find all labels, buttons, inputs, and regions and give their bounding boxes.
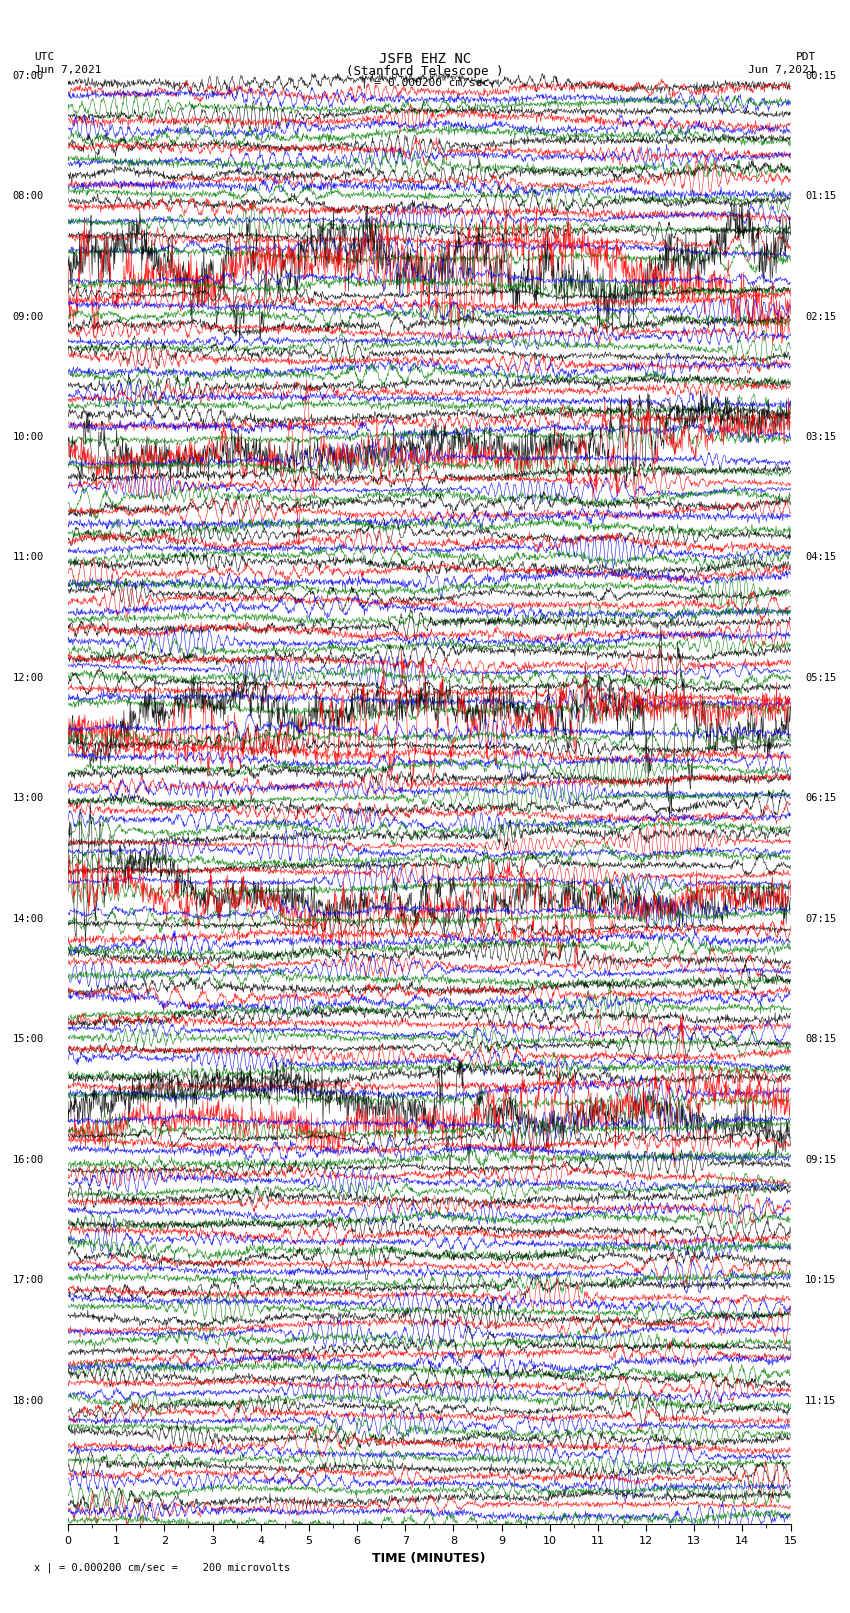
Text: | = 0.000200 cm/sec: | = 0.000200 cm/sec: [361, 77, 489, 89]
Text: 12:00: 12:00: [13, 673, 44, 682]
Text: x | = 0.000200 cm/sec =    200 microvolts: x | = 0.000200 cm/sec = 200 microvolts: [34, 1561, 290, 1573]
Text: 08:00: 08:00: [13, 190, 44, 202]
Text: 01:15: 01:15: [805, 190, 836, 202]
Text: 09:15: 09:15: [805, 1155, 836, 1165]
X-axis label: TIME (MINUTES): TIME (MINUTES): [372, 1552, 486, 1565]
Text: 13:00: 13:00: [13, 794, 44, 803]
Text: Jun 7,2021: Jun 7,2021: [34, 65, 101, 74]
Text: 18:00: 18:00: [13, 1395, 44, 1407]
Text: Jun 7,2021: Jun 7,2021: [749, 65, 816, 74]
Text: 10:00: 10:00: [13, 432, 44, 442]
Text: JSFB EHZ NC: JSFB EHZ NC: [379, 52, 471, 66]
Text: 11:15: 11:15: [805, 1395, 836, 1407]
Text: 02:15: 02:15: [805, 311, 836, 321]
Text: 17:00: 17:00: [13, 1276, 44, 1286]
Text: 11:00: 11:00: [13, 553, 44, 563]
Text: 07:00: 07:00: [13, 71, 44, 81]
Text: 07:15: 07:15: [805, 915, 836, 924]
Text: 15:00: 15:00: [13, 1034, 44, 1044]
Text: UTC: UTC: [34, 52, 54, 61]
Text: 04:15: 04:15: [805, 553, 836, 563]
Text: 14:00: 14:00: [13, 915, 44, 924]
Text: 05:15: 05:15: [805, 673, 836, 682]
Text: (Stanford Telescope ): (Stanford Telescope ): [346, 65, 504, 77]
Text: PDT: PDT: [796, 52, 816, 61]
Text: 08:15: 08:15: [805, 1034, 836, 1044]
Text: 06:15: 06:15: [805, 794, 836, 803]
Text: 00:15: 00:15: [805, 71, 836, 81]
Text: 09:00: 09:00: [13, 311, 44, 321]
Text: 16:00: 16:00: [13, 1155, 44, 1165]
Text: 10:15: 10:15: [805, 1276, 836, 1286]
Text: 03:15: 03:15: [805, 432, 836, 442]
